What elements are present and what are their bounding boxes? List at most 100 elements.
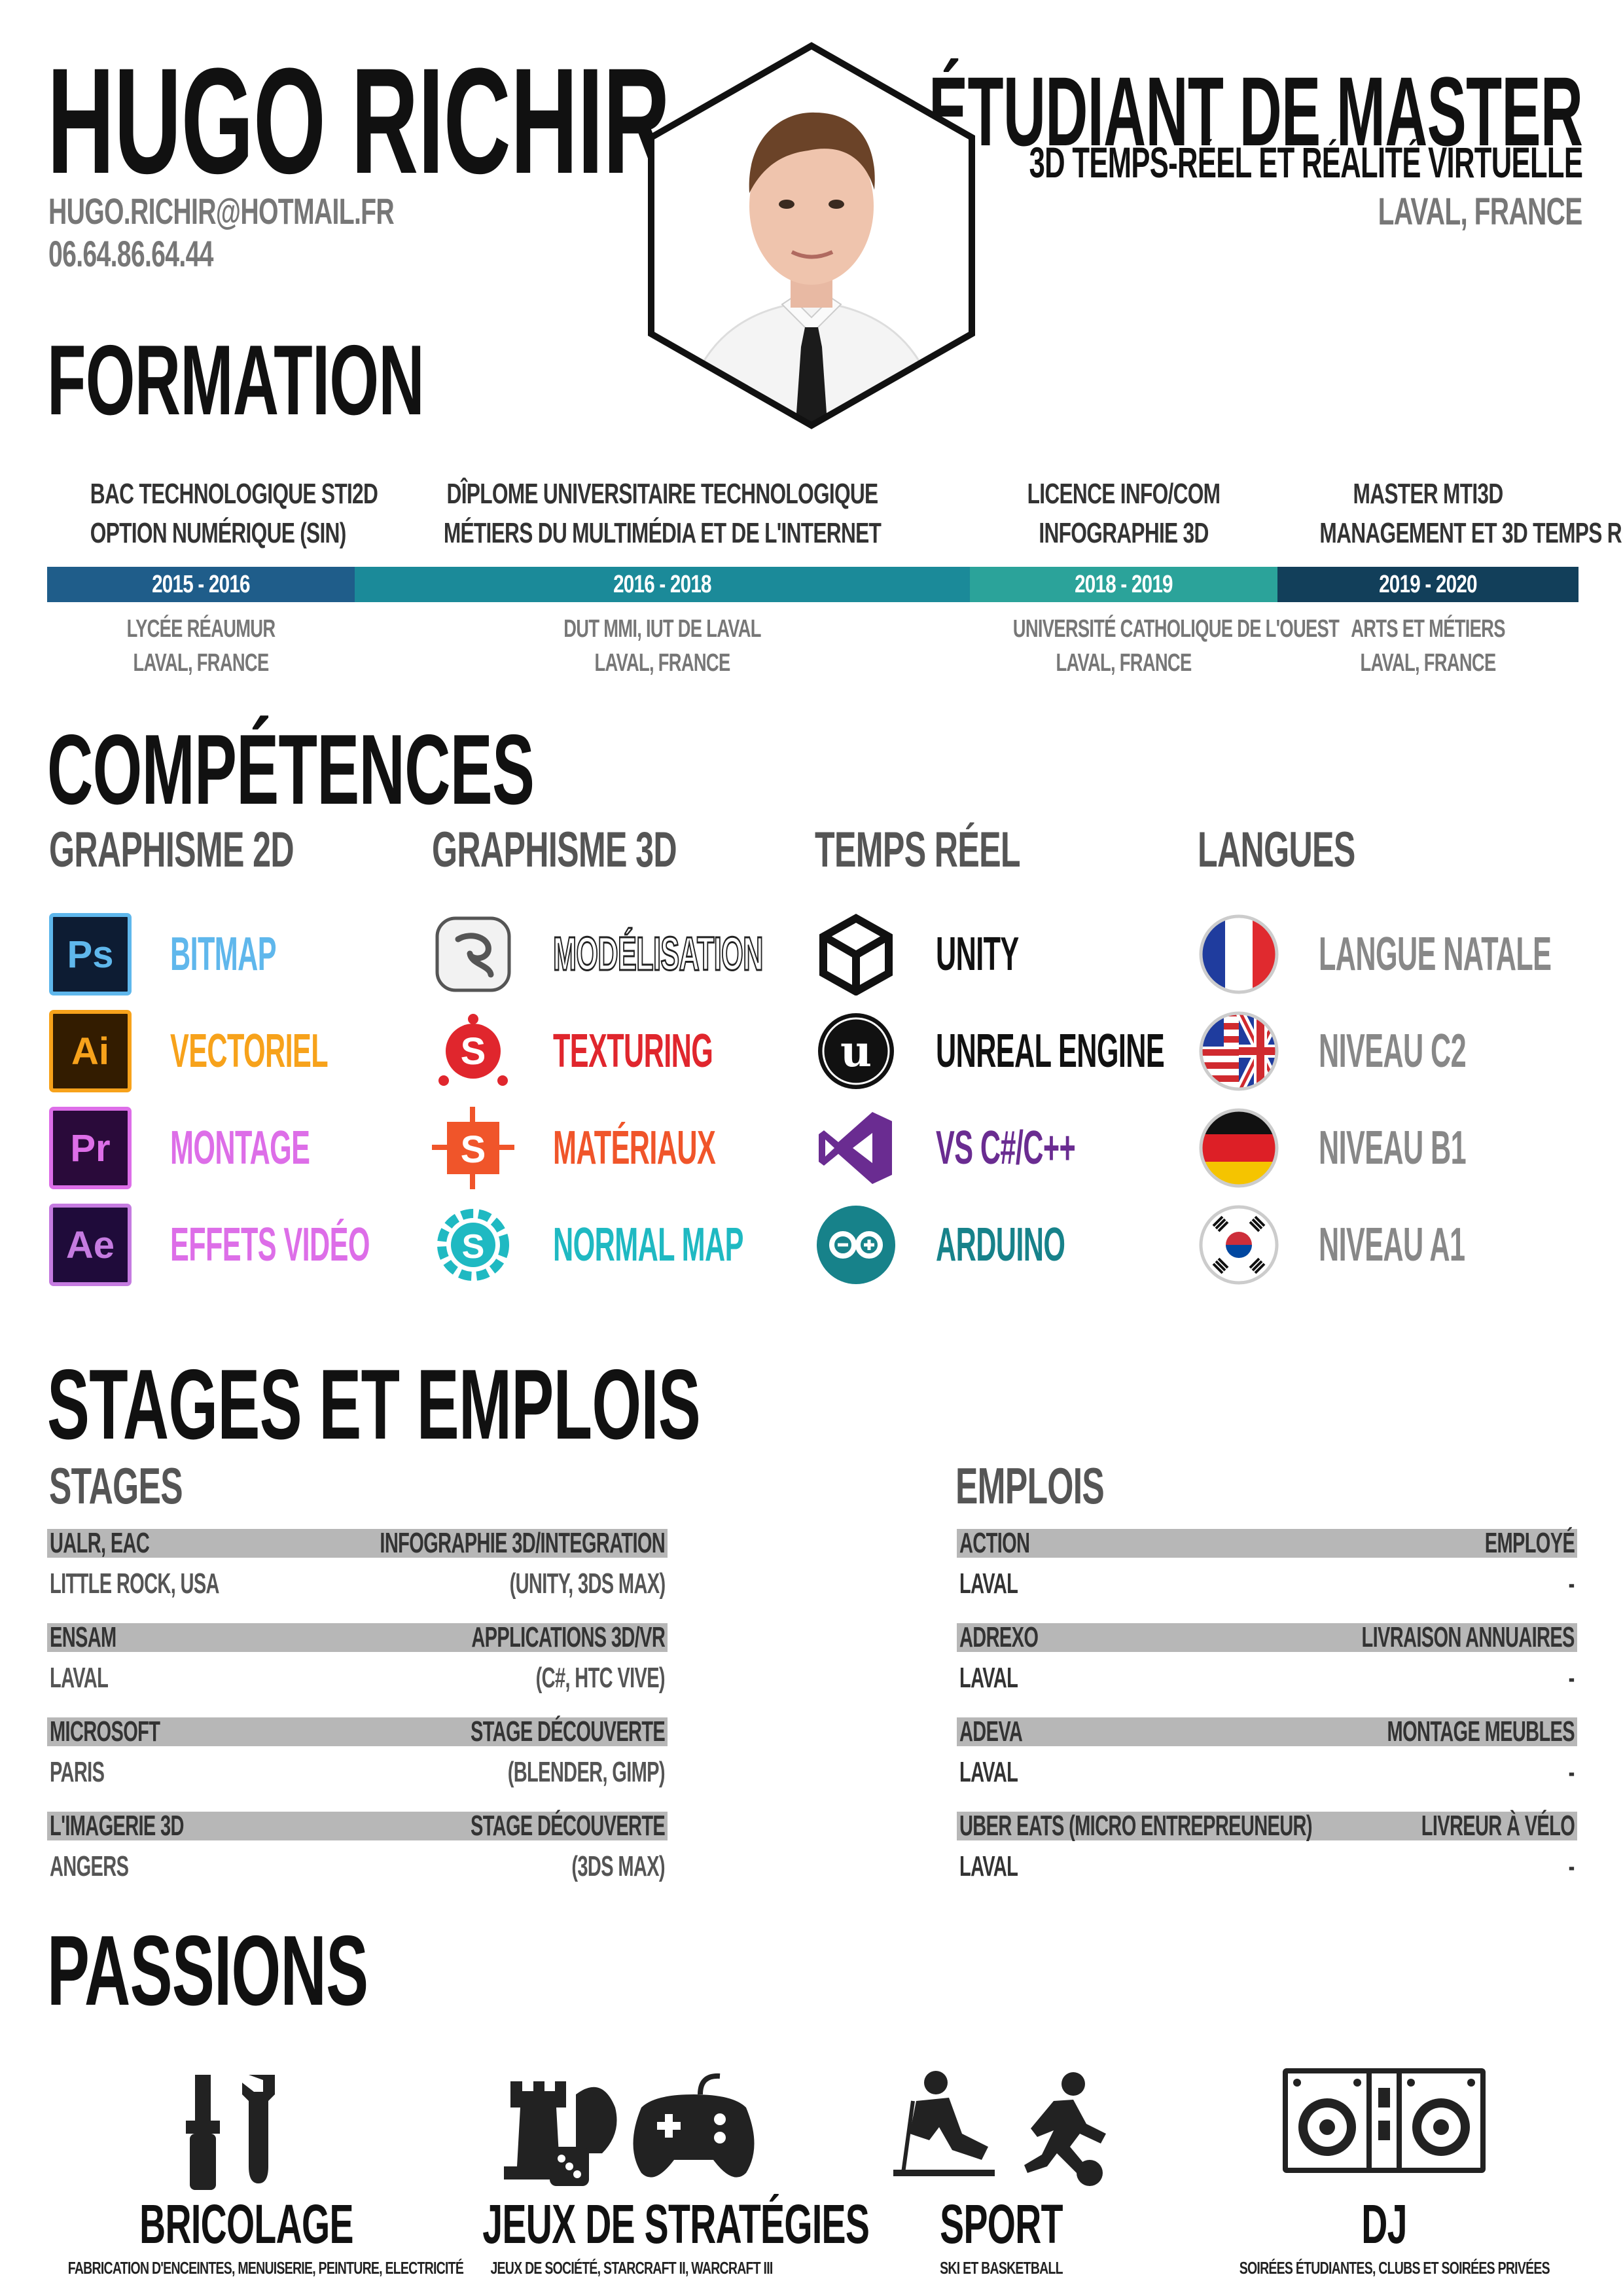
passion-subtitle: JEUX DE SOCIÉTÉ, STARCRAFT II, WARCRAFT … xyxy=(490,2258,773,2278)
job-role: EMPLOYÉ xyxy=(1484,1527,1575,1559)
formation-years-bar: 2019 - 2020 xyxy=(1277,567,1578,602)
skill-row: Ps xyxy=(49,913,132,999)
formation-title: LICENCE INFO/COM INFOGRAPHIE 3D xyxy=(1013,475,1234,553)
passion-subtitle: FABRICATION D'ENCEINTES, MENUISERIE, PEI… xyxy=(67,2258,464,2278)
skill-row: S xyxy=(432,1010,514,1096)
job-place: LAVAL xyxy=(959,1662,1018,1694)
job-detail: - xyxy=(1568,1756,1575,1788)
skill-row xyxy=(815,1107,897,1193)
job-org: ADEVA xyxy=(959,1715,1023,1748)
stage-org: L'IMAGERIE 3D xyxy=(50,1810,185,1842)
photoshop-icon: Ps xyxy=(49,913,132,996)
stage-header-bar xyxy=(47,1623,668,1652)
formation-school-name: DUT MMI, IUT DE LAVAL xyxy=(563,615,761,643)
formation-title: DÎPLOME UNIVERSITAIRE TECHNOLOGIQUE MÉTI… xyxy=(441,475,884,553)
stage-place: PARIS xyxy=(50,1756,105,1788)
skill-row xyxy=(1198,913,1280,999)
stage-org: MICROSOFT xyxy=(50,1715,160,1748)
job-subtitle: 3D TEMPS-RÉEL ET RÉALITÉ VIRTUELLE xyxy=(1029,138,1582,187)
skill-row xyxy=(1198,1010,1280,1096)
job-role: MONTAGE MEUBLES xyxy=(1387,1715,1575,1748)
formation-line2: MANAGEMENT ET 3D TEMPS RÉEL xyxy=(1319,517,1623,549)
skill-label: LANGUE NATALE xyxy=(1319,928,1552,980)
formation-school: DUT MMI, IUT DE LAVAL LAVAL, FRANCE xyxy=(441,612,884,680)
job-header-bar xyxy=(957,1812,1577,1840)
stage-detail: (C#, HTC VIVE) xyxy=(535,1662,666,1694)
formation-line1: BAC TECHNOLOGIQUE STI2D xyxy=(90,478,378,510)
stage-org: ENSAM xyxy=(50,1621,116,1653)
substance-b2m-icon: S xyxy=(437,1209,509,1281)
formation-line1: LICENCE INFO/COM xyxy=(1027,478,1221,510)
skill-row: Ae xyxy=(49,1204,132,1289)
skill-label: BITMAP xyxy=(170,928,277,980)
uk-us-flag-icon xyxy=(1199,1011,1279,1091)
formation-place: LAVAL, FRANCE xyxy=(1056,649,1192,677)
job-header-bar xyxy=(957,1717,1577,1746)
passion-subtitle: SKI ET BASKETBALL xyxy=(940,2258,1063,2278)
skill-label: NORMAL MAP xyxy=(553,1219,743,1271)
job-detail: - xyxy=(1568,1568,1575,1600)
svg-text:S: S xyxy=(461,1030,486,1073)
job-place: LAVAL xyxy=(959,1756,1018,1788)
formation-years-bar: 2015 - 2016 xyxy=(47,567,355,602)
visual-studio-icon xyxy=(819,1112,892,1184)
passion-subtitle: SOIRÉES ÉTUDIANTES, CLUBS ET SOIRÉES PRI… xyxy=(1239,2258,1550,2278)
stage-role: APPLICATIONS 3D/VR xyxy=(471,1621,665,1653)
premiere-icon: Pr xyxy=(49,1107,132,1189)
skill-row xyxy=(815,913,897,999)
formation-place: LAVAL, FRANCE xyxy=(1360,649,1497,677)
formation-years-bar: 2018 - 2019 xyxy=(970,567,1277,602)
skill-column-title: GRAPHISME 3D xyxy=(432,822,677,878)
skill-column-title: TEMPS RÉEL xyxy=(815,822,1021,878)
formation-line2: INFOGRAPHIE 3D xyxy=(1039,517,1209,549)
profile-photo xyxy=(648,42,975,429)
unity-icon xyxy=(819,914,893,996)
skill-label: EFFETS VIDÉO xyxy=(170,1219,370,1271)
stage-place: ANGERS xyxy=(50,1850,129,1882)
skill-label: MODÉLISATION xyxy=(552,927,764,982)
formation-years: 2015 - 2016 xyxy=(152,571,250,598)
skill-row: Pr xyxy=(49,1107,132,1193)
formation-school: UNIVERSITÉ CATHOLIQUE DE L'OUEST LAVAL, … xyxy=(1013,612,1340,680)
list-item: UALR, EAC INFOGRAPHIE 3D/INTEGRATION LIT… xyxy=(47,1529,668,1623)
job-place: LAVAL xyxy=(959,1568,1018,1600)
stages-list: UALR, EAC INFOGRAPHIE 3D/INTEGRATION LIT… xyxy=(47,1529,668,1906)
skill-label: MONTAGE xyxy=(170,1122,310,1174)
full-name: HUGO RICHIR xyxy=(47,37,670,205)
skill-label: VS C#/C++ xyxy=(936,1122,1076,1174)
job-detail: - xyxy=(1568,1662,1575,1694)
skill-row: u xyxy=(815,1010,897,1096)
formation-line1: DÎPLOME UNIVERSITAIRE TECHNOLOGIQUE xyxy=(446,478,879,510)
formation-title: MASTER MTI3D MANAGEMENT ET 3D TEMPS RÉEL xyxy=(1319,475,1623,553)
skill-row xyxy=(1198,1107,1280,1193)
job-header-bar xyxy=(957,1623,1577,1652)
formation-place: LAVAL, FRANCE xyxy=(594,649,731,677)
substance-designer-icon: S xyxy=(432,1107,514,1189)
skill-row xyxy=(432,913,514,999)
skill-column-title: GRAPHISME 2D xyxy=(49,822,294,878)
emplois-list: ACTION EMPLOYÉ LAVAL - ADREXO LIVRAISON … xyxy=(957,1529,1577,1906)
stage-header-bar xyxy=(47,1812,668,1840)
formation-years-bar: 2016 - 2018 xyxy=(355,567,970,602)
stage-place: LAVAL xyxy=(50,1662,109,1694)
dj-icon xyxy=(1283,2068,1486,2173)
job-title: ÉTUDIANT DE MASTER xyxy=(928,56,1583,166)
substance-painter-icon: S xyxy=(438,1014,508,1086)
tools-icon xyxy=(186,2075,275,2190)
list-item: ADEVA MONTAGE MEUBLES LAVAL - xyxy=(957,1717,1577,1812)
passion-title: SPORT xyxy=(940,2193,1063,2255)
illustrator-icon: Ai xyxy=(49,1010,132,1092)
email[interactable]: HUGO.RICHIR@HOTMAIL.FR xyxy=(48,190,395,232)
formation-school-name: LYCÉE RÉAUMUR xyxy=(126,615,276,643)
after-effects-icon: Ae xyxy=(49,1204,132,1286)
job-org: ADREXO xyxy=(959,1621,1039,1653)
games-icon xyxy=(504,2073,755,2186)
job-place: LAVAL xyxy=(959,1850,1018,1882)
phone[interactable]: 06.64.86.64.44 xyxy=(48,233,213,274)
unreal-engine-icon: u xyxy=(818,1013,894,1089)
skill-label: NIVEAU C2 xyxy=(1319,1025,1467,1077)
germany-flag-icon xyxy=(1199,1108,1279,1188)
skill-label: NIVEAU A1 xyxy=(1319,1219,1465,1271)
arduino-icon xyxy=(817,1206,895,1284)
skill-row xyxy=(815,1204,897,1289)
